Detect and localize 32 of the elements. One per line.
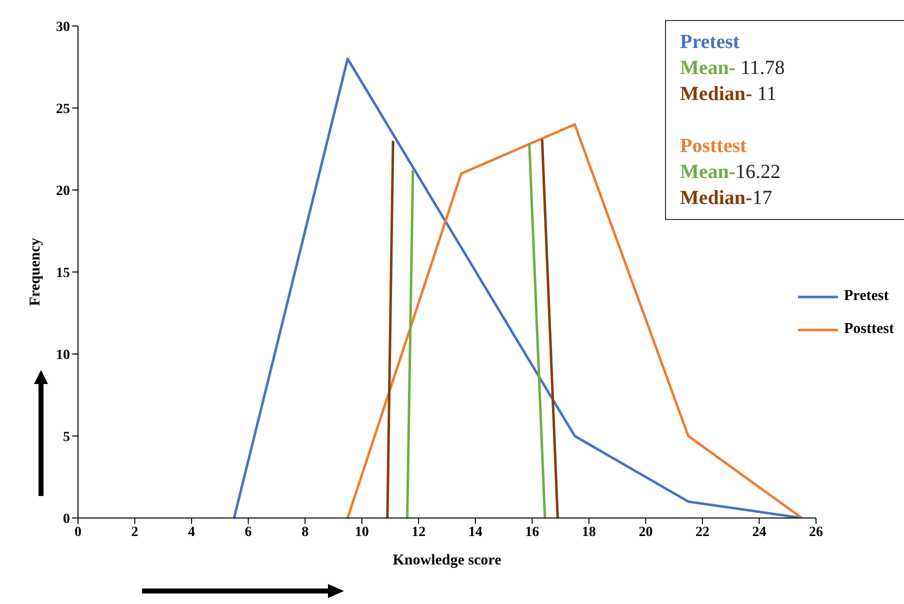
x-axis-title: Knowledge score [392,552,502,569]
y-tick-label: 25 [56,102,70,117]
x-tick-label: 2 [131,524,138,540]
y-tick-label: 30 [56,20,70,35]
legend-label: Pretest [844,288,889,305]
annotation: Median- 11 [680,83,776,105]
annotation: Mean-16.22 [680,161,781,183]
x-tick-label: 18 [582,524,596,540]
legend-label: Posttest [844,321,894,338]
y-tick-label: 15 [56,266,70,281]
line-series [346,123,804,518]
x-tick-label: 10 [354,524,369,540]
annotation: Posttest [680,135,747,157]
x-tick-label: 26 [809,524,823,540]
x-tick-label: 0 [74,524,82,540]
x-tick-label: 6 [244,524,252,540]
x-tick-label: 22 [695,524,710,540]
x-tick-label: 24 [752,524,766,540]
annotation: Median-17 [680,187,772,209]
x-tick-label: 12 [412,524,426,540]
y-tick-label: 20 [56,184,70,199]
annotation: Mean- 11.78 [680,57,785,79]
x-tick-label: 20 [638,524,653,540]
x-tick-label: 14 [468,524,482,540]
y-axis-title: Frequency [27,237,44,306]
y-tick-label: 5 [63,430,70,445]
y-tick-label: 0 [63,512,70,527]
y-tick-label: 10 [56,348,70,363]
x-tick-label: 16 [525,524,540,540]
annotation: Pretest [680,31,740,53]
x-tick-label: 4 [188,524,196,540]
x-tick-label: 8 [302,524,309,540]
